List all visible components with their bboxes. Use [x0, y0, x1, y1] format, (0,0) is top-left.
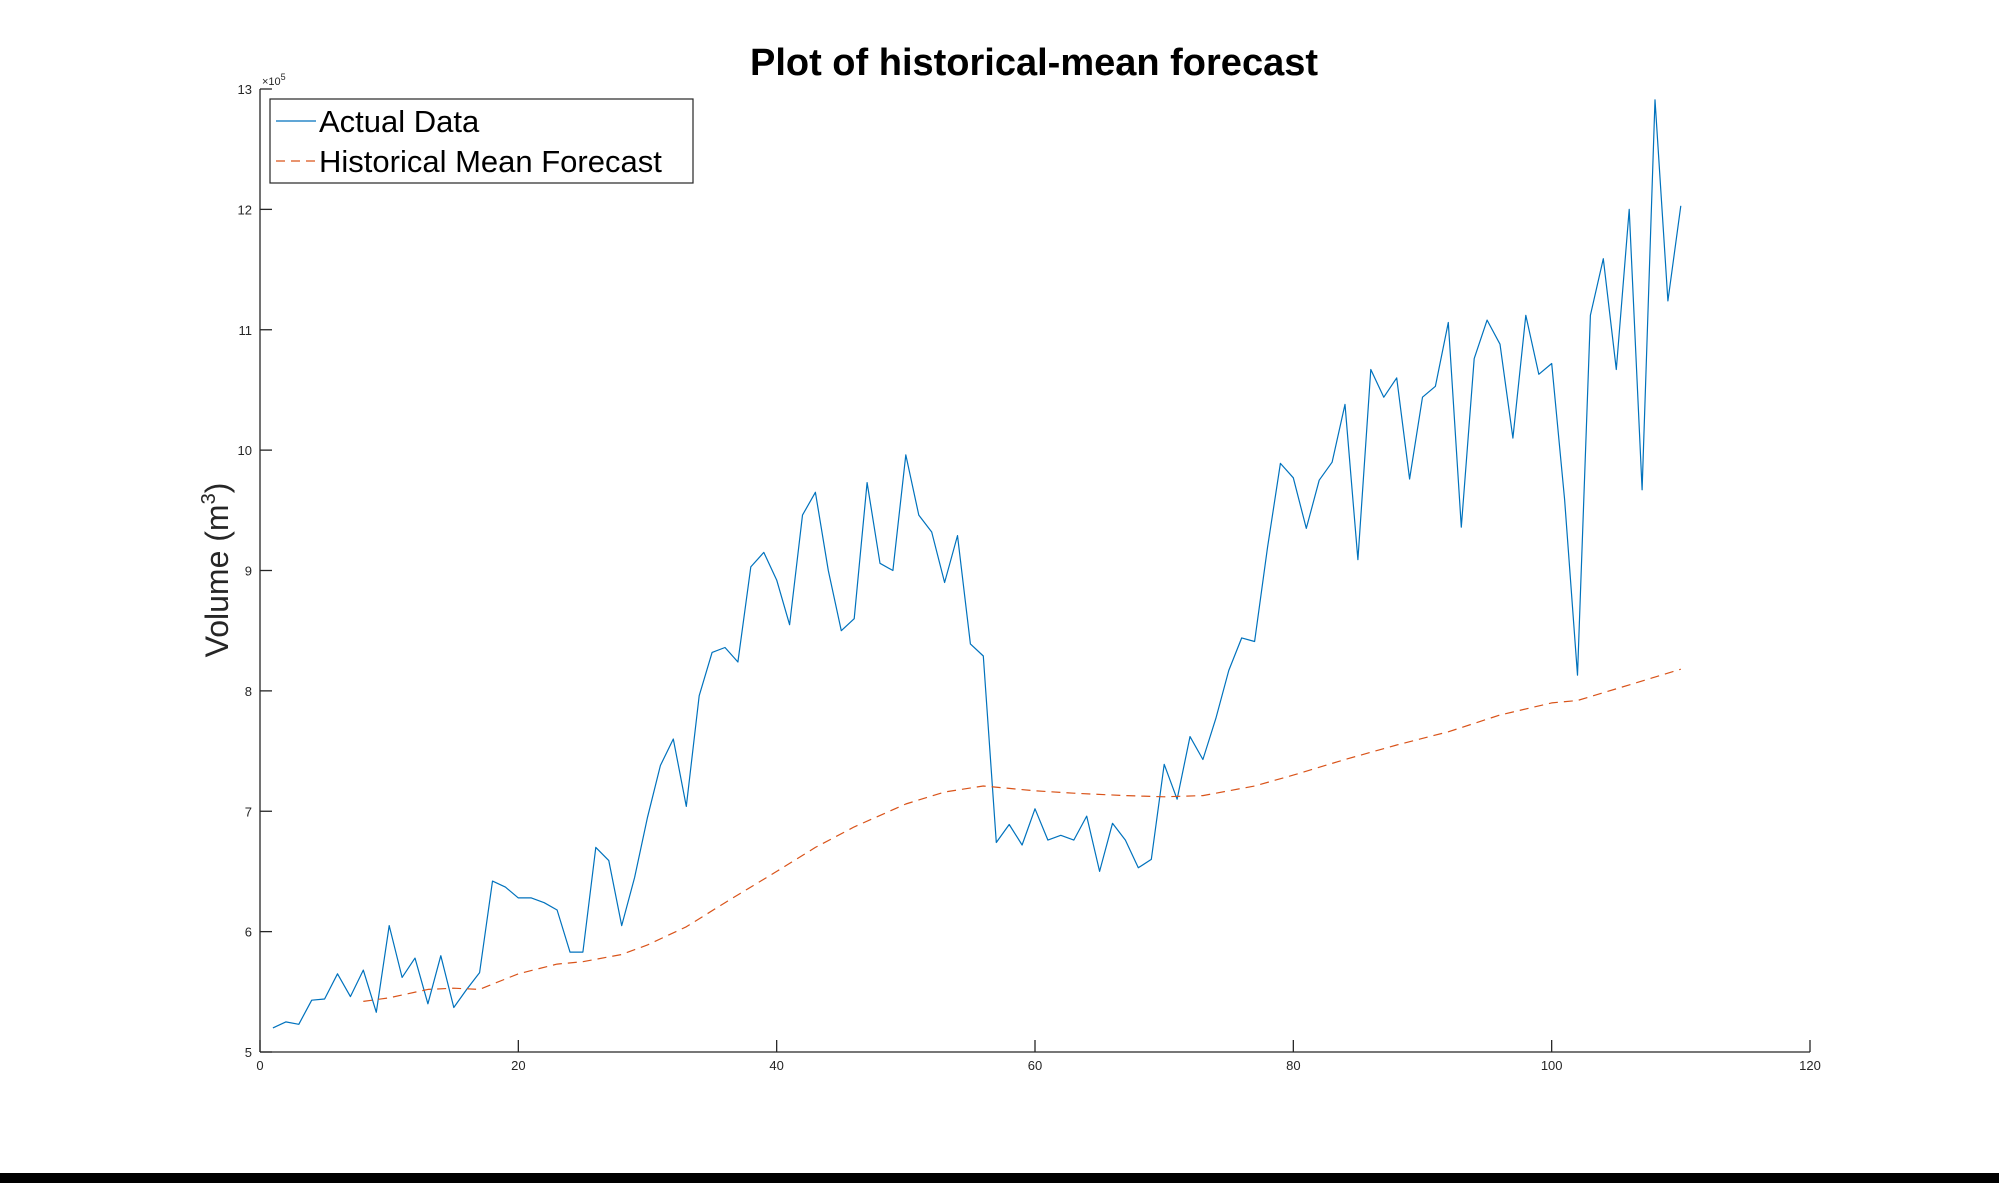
y-axis-label: Volume (m3) [198, 483, 235, 658]
y-axis-label-superscript: 3 [198, 493, 220, 504]
y-axis-exponent-power: 5 [281, 72, 286, 82]
y-axis-label-close: ) [199, 483, 235, 494]
y-tick-label: 9 [245, 564, 252, 579]
y-axis-label-text: Volume (m [199, 504, 235, 657]
chart-title: Plot of historical-mean forecast [750, 42, 1318, 84]
legend-label-forecast: Historical Mean Forecast [319, 144, 662, 179]
bottom-border [0, 1173, 1999, 1183]
svg-text:Volume (m3): Volume (m3) [198, 483, 235, 658]
x-tick-label: 20 [511, 1058, 525, 1073]
x-tick-label: 0 [256, 1058, 263, 1073]
legend-box [269, 98, 694, 184]
y-tick-label: 5 [245, 1045, 252, 1060]
y-tick-label: 8 [245, 684, 252, 699]
x-tick-label: 120 [1799, 1058, 1821, 1073]
x-tick-label: 80 [1286, 1058, 1300, 1073]
y-tick-label: 10 [238, 443, 252, 458]
y-tick-label: 12 [238, 202, 252, 217]
y-tick-label: 11 [239, 323, 253, 338]
series-line-actual-data [272, 99, 1682, 1029]
legend-label-actual: Actual Data [319, 104, 480, 139]
series-line-historical-mean-forecast [363, 668, 1681, 1002]
x-tick-label: 100 [1541, 1058, 1563, 1073]
y-tick-label: 6 [245, 925, 252, 940]
x-ticks: 0 20 40 60 80 100 120 [256, 1040, 1821, 1073]
y-tick-label: 13 [238, 82, 252, 97]
y-tick-label: 7 [245, 804, 252, 819]
y-ticks: 5 6 7 8 9 10 11 12 13 [238, 82, 272, 1060]
x-tick-label: 40 [769, 1058, 783, 1073]
y-axis-exponent: ×105 [262, 72, 286, 88]
y-axis-exponent-base: ×10 [262, 76, 281, 88]
x-tick-label: 60 [1028, 1058, 1042, 1073]
legend: Actual Data Historical Mean Forecast [269, 98, 694, 184]
series-layer [272, 99, 1682, 1029]
